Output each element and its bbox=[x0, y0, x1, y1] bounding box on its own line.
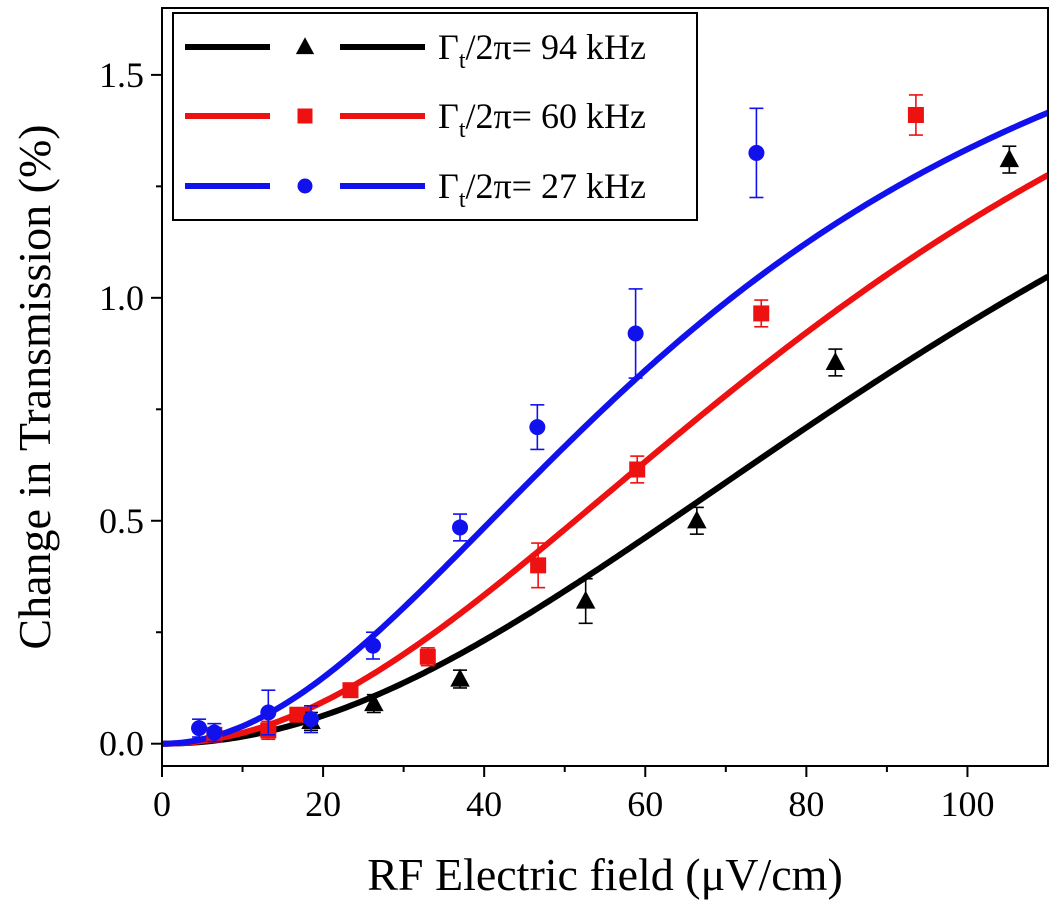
y-tick-label: 0.0 bbox=[99, 724, 144, 764]
x-axis-title: RF Electric field (μV/cm) bbox=[367, 849, 843, 900]
marker bbox=[303, 711, 320, 728]
marker bbox=[530, 557, 547, 574]
marker bbox=[825, 352, 846, 371]
fit-curve-3 bbox=[162, 109, 1048, 747]
marker bbox=[753, 305, 770, 322]
marker bbox=[450, 668, 470, 687]
data-point-s3-7 bbox=[529, 404, 546, 451]
legend-label: Γt/2π= 27 kHz bbox=[438, 166, 646, 213]
data-point-s2-4 bbox=[342, 682, 359, 699]
data-point-s1-2 bbox=[364, 693, 384, 714]
y-tick-label: 1.5 bbox=[99, 55, 144, 95]
data-point-s1-3 bbox=[450, 668, 470, 689]
data-point-s2-3 bbox=[289, 706, 306, 723]
marker bbox=[365, 637, 382, 654]
data-point-s1-7 bbox=[999, 145, 1020, 174]
y-axis-title: Change in Transmission (%) bbox=[9, 124, 60, 649]
legend-label: Γt/2π= 60 kHz bbox=[438, 96, 646, 143]
data-point-s2-5 bbox=[419, 647, 436, 667]
x-tick-label: 60 bbox=[627, 784, 663, 824]
marker bbox=[575, 590, 596, 609]
legend-label: Γt/2π= 94 kHz bbox=[438, 27, 646, 74]
x-tick-label: 80 bbox=[788, 784, 824, 824]
data-point-s3-6 bbox=[452, 513, 469, 542]
x-tick-label: 0 bbox=[153, 784, 171, 824]
marker bbox=[627, 325, 644, 342]
marker bbox=[907, 107, 924, 124]
data-point-s1-5 bbox=[687, 506, 707, 535]
marker bbox=[452, 519, 469, 536]
data-point-s2-8 bbox=[753, 299, 770, 328]
marker bbox=[419, 648, 436, 665]
data-point-s3-3 bbox=[260, 689, 277, 736]
marker bbox=[206, 724, 223, 741]
data-point-s3-2 bbox=[206, 722, 223, 743]
legend: Γt/2π= 94 kHz Γt/2π= 60 kHz Γt/2π= 27 kHz bbox=[172, 12, 698, 221]
marker bbox=[629, 461, 646, 478]
fit-curve-1 bbox=[162, 273, 1048, 747]
x-tick-label: 20 bbox=[305, 784, 341, 824]
legend-marker bbox=[295, 37, 315, 55]
data-point-s3-8 bbox=[627, 288, 644, 379]
marker bbox=[999, 149, 1020, 168]
marker bbox=[529, 419, 546, 436]
data-points bbox=[191, 94, 1020, 743]
legend-marker bbox=[297, 108, 313, 124]
axes: 0 20 40 60 80 100 0.0 0.5 1.0 1.5 bbox=[99, 7, 1049, 824]
data-point-s2-7 bbox=[629, 455, 646, 484]
data-point-s3-4 bbox=[303, 705, 320, 734]
marker bbox=[191, 720, 208, 737]
data-point-s2-9 bbox=[907, 94, 924, 136]
fit-curve-2 bbox=[162, 172, 1048, 747]
legend-entry-3: Γt/2π= 27 kHz bbox=[185, 166, 646, 213]
legend-marker bbox=[297, 178, 313, 194]
legend-entry-2: Γt/2π= 60 kHz bbox=[185, 96, 646, 143]
marker bbox=[342, 682, 359, 699]
y-tick-label: 0.5 bbox=[99, 501, 144, 541]
data-point-s2-6 bbox=[530, 542, 547, 589]
y-tick-label: 1.0 bbox=[99, 278, 144, 318]
x-tick-label: 40 bbox=[466, 784, 502, 824]
marker bbox=[260, 704, 277, 721]
legend-entry-1: Γt/2π= 94 kHz bbox=[185, 27, 646, 74]
marker bbox=[748, 144, 765, 161]
x-tick-label: 100 bbox=[940, 784, 994, 824]
data-point-s3-1 bbox=[191, 718, 208, 738]
data-point-s3-5 bbox=[365, 631, 382, 660]
marker bbox=[289, 706, 306, 723]
plot-frame bbox=[161, 7, 1049, 767]
marker bbox=[687, 510, 707, 529]
data-point-s1-4 bbox=[575, 577, 596, 625]
data-point-s3-9 bbox=[748, 107, 765, 199]
marker bbox=[364, 693, 384, 712]
data-point-s1-6 bbox=[825, 348, 846, 377]
